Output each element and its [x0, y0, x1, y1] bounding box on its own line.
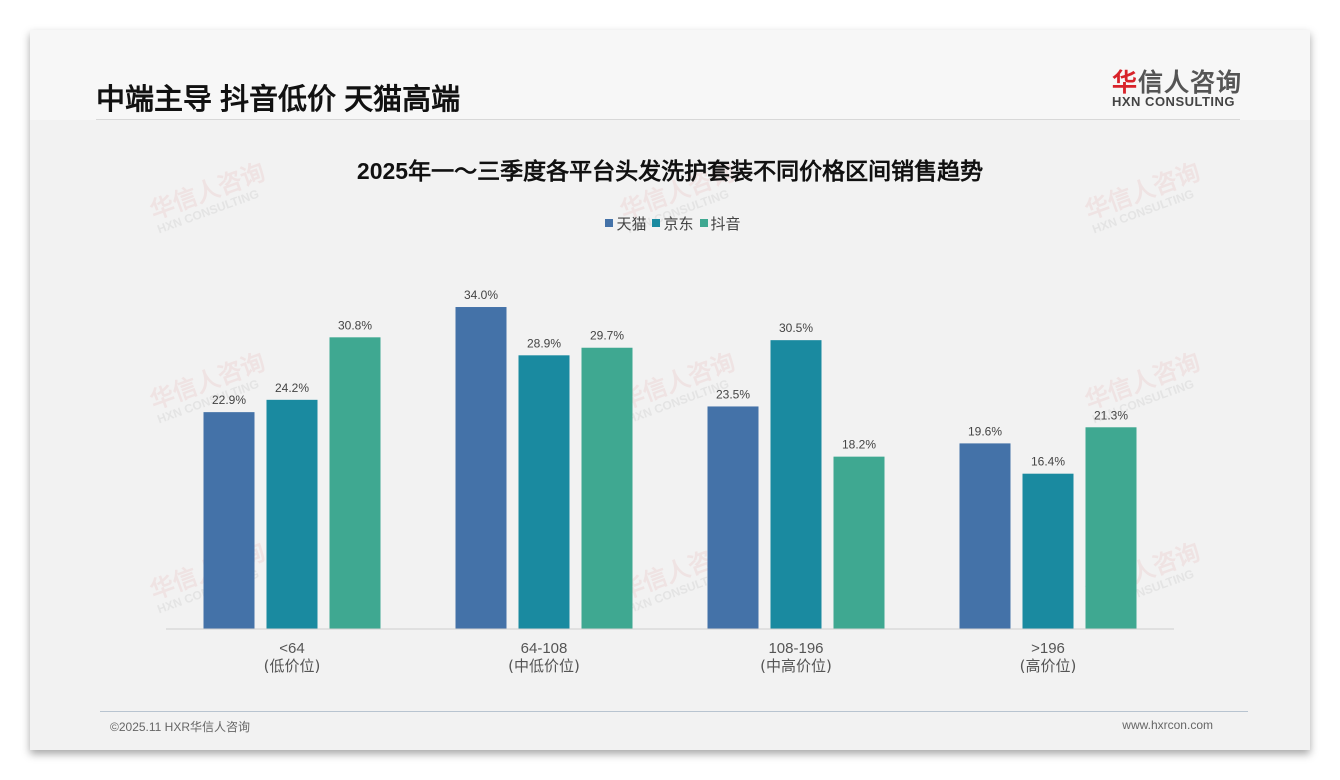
chart-title: 2025年一～三季度各平台头发洗护套装不同价格区间销售趋势	[356, 158, 984, 184]
data-label: 23.5%	[716, 387, 750, 401]
x-tick-label: <64	[279, 640, 304, 657]
bar	[329, 337, 381, 629]
footer-website: www.hxrcon.com	[1122, 718, 1213, 732]
data-label: 29.7%	[590, 329, 624, 343]
data-label: 18.2%	[842, 438, 876, 452]
bar	[770, 340, 822, 629]
x-tick-label: 108-196	[768, 640, 823, 657]
page-title: 中端主导 抖音低价 天猫高端	[96, 84, 461, 116]
bar	[1085, 427, 1137, 629]
logo: 华信人咨询	[1112, 63, 1242, 99]
bar-chart: 22.9% 24.2% 30.8% <64(低价位) 34.0% 28.9% 29.7% 64…	[166, 288, 1174, 675]
bar	[959, 443, 1011, 629]
header-divider	[96, 119, 1240, 120]
footer-divider	[100, 711, 1248, 712]
data-label: 24.2%	[275, 381, 309, 395]
bar	[266, 399, 318, 629]
x-tick-sublabel: (中低价位)	[508, 657, 580, 675]
legend-label: 抖音	[710, 216, 741, 233]
logo-text: 信人咨询	[1138, 69, 1243, 97]
legend-swatch	[699, 219, 708, 227]
x-tick-sublabel: (中高价位)	[760, 657, 832, 675]
data-label: 21.3%	[1094, 408, 1128, 422]
bar	[581, 347, 633, 629]
data-label: 30.8%	[338, 318, 372, 332]
x-tick-label: >196	[1031, 640, 1065, 657]
legend-label: 京东	[663, 216, 694, 233]
legend-swatch	[652, 219, 661, 227]
x-tick-label: 64-108	[521, 640, 568, 657]
bar	[518, 355, 570, 629]
bar	[455, 307, 507, 629]
data-label: 28.9%	[527, 336, 561, 350]
data-label: 34.0%	[464, 288, 498, 302]
x-tick-sublabel: (低价位)	[264, 657, 321, 675]
bar	[203, 412, 255, 629]
legend-label: 天猫	[616, 216, 647, 233]
logo-en: HXN CONSULTING	[1112, 94, 1236, 109]
data-label: 19.6%	[968, 424, 1002, 438]
bar	[1022, 473, 1074, 629]
slide: 中端主导 抖音低价 天猫高端 华信人咨询 HXN CONSULTING 华信人咨…	[30, 30, 1310, 750]
header-band	[30, 30, 1310, 120]
chart-legend: 天猫 京东 抖音	[30, 213, 1310, 234]
bar	[707, 406, 759, 629]
data-label: 30.5%	[779, 321, 813, 335]
logo-red-char: 华	[1112, 69, 1139, 97]
bar	[833, 456, 885, 629]
legend-swatch	[605, 219, 614, 227]
data-label: 22.9%	[212, 393, 246, 407]
x-tick-sublabel: (高价位)	[1020, 657, 1077, 675]
data-label: 16.4%	[1031, 455, 1065, 469]
footer-copyright: ©2025.11 HXR华信人咨询	[110, 720, 250, 734]
